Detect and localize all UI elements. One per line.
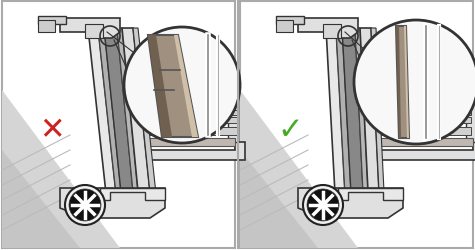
Bar: [113, 118, 238, 124]
Polygon shape: [148, 36, 172, 138]
Polygon shape: [2, 91, 120, 248]
Bar: [113, 110, 238, 116]
Text: ✓: ✓: [277, 116, 303, 145]
Polygon shape: [60, 19, 120, 39]
Circle shape: [307, 189, 339, 221]
Polygon shape: [371, 29, 385, 212]
Bar: [85, 25, 103, 39]
Polygon shape: [336, 142, 475, 160]
Polygon shape: [396, 27, 401, 138]
Polygon shape: [360, 29, 380, 212]
Bar: [323, 25, 341, 39]
Polygon shape: [404, 27, 409, 138]
Polygon shape: [240, 91, 358, 248]
Bar: [341, 128, 471, 136]
Polygon shape: [336, 138, 473, 146]
Polygon shape: [60, 188, 165, 218]
Polygon shape: [88, 29, 118, 212]
Circle shape: [124, 28, 240, 144]
Polygon shape: [104, 29, 135, 212]
Circle shape: [65, 185, 105, 225]
Bar: [341, 110, 471, 116]
Text: ✕: ✕: [39, 116, 65, 145]
Polygon shape: [77, 202, 93, 208]
Polygon shape: [336, 29, 352, 212]
Polygon shape: [38, 21, 55, 33]
Polygon shape: [117, 29, 140, 212]
Polygon shape: [98, 29, 123, 212]
Polygon shape: [108, 142, 245, 160]
Polygon shape: [133, 29, 158, 212]
Polygon shape: [228, 76, 238, 142]
Polygon shape: [338, 188, 403, 200]
Polygon shape: [276, 21, 293, 33]
Polygon shape: [174, 36, 198, 138]
Polygon shape: [122, 29, 152, 212]
Circle shape: [303, 185, 343, 225]
Bar: [240, 2, 473, 248]
Bar: [341, 118, 471, 124]
Circle shape: [69, 189, 101, 221]
Polygon shape: [240, 150, 318, 248]
Polygon shape: [466, 76, 475, 142]
Polygon shape: [100, 188, 165, 200]
Polygon shape: [315, 202, 331, 208]
Circle shape: [354, 21, 475, 144]
Bar: [38, 17, 66, 25]
Polygon shape: [342, 29, 364, 212]
Polygon shape: [82, 197, 88, 213]
Polygon shape: [320, 197, 326, 213]
Polygon shape: [148, 36, 198, 138]
Bar: [113, 128, 238, 136]
Polygon shape: [298, 19, 358, 39]
Polygon shape: [298, 188, 403, 218]
Polygon shape: [326, 29, 346, 212]
Polygon shape: [108, 138, 235, 146]
Polygon shape: [396, 27, 409, 138]
Bar: [2, 2, 235, 248]
Polygon shape: [355, 29, 369, 212]
Bar: [276, 17, 304, 25]
Polygon shape: [2, 150, 80, 248]
